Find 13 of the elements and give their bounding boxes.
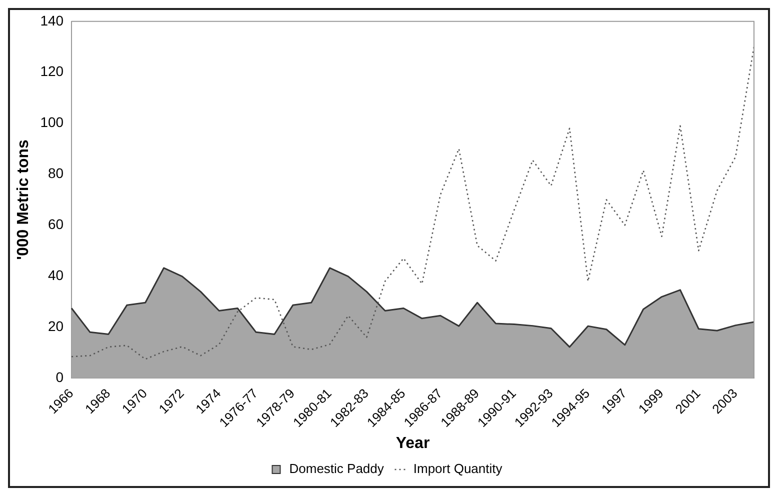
y-tick-label: 40 (48, 267, 64, 283)
y-tick-label: 60 (48, 216, 64, 232)
x-axis-title: Year (396, 434, 430, 452)
y-tick-label: 20 (48, 318, 64, 334)
y-axis-title: '000 Metric tons (15, 139, 32, 260)
line-series (70, 46, 755, 360)
legend-label: Domestic Paddy (289, 461, 384, 476)
y-tick-label: 80 (48, 165, 64, 182)
y-tick-label: 100 (40, 114, 64, 130)
y-tick-label: 0 (56, 368, 64, 385)
legend-label: Import Quantity (413, 461, 503, 476)
y-tick-label: 120 (40, 63, 64, 80)
y-tick-label: 140 (40, 12, 64, 28)
